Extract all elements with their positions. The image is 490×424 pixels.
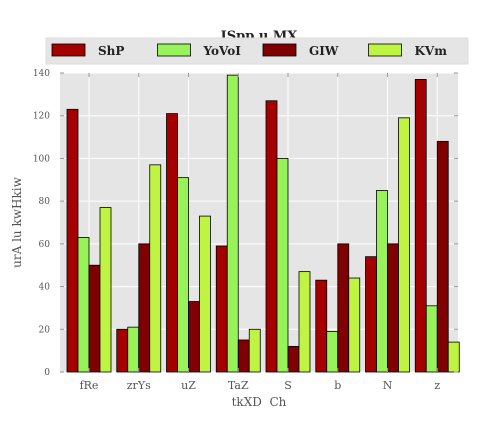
y-tick-label: 0: [44, 368, 50, 378]
legend-label: ShP: [98, 44, 124, 58]
bar-KVm-S: [299, 272, 310, 372]
bar-ShP-uZ: [167, 114, 178, 372]
legend-swatch-KVm: [369, 44, 402, 56]
bar-ShP-z: [415, 79, 426, 372]
x-tick-label: uZ: [181, 379, 196, 392]
y-tick-label: 100: [33, 154, 50, 164]
bar-YoVoI-fRe: [78, 237, 89, 372]
bar-GIW-z: [437, 141, 448, 372]
x-tick-label: fRe: [80, 379, 99, 392]
y-tick-label: 40: [39, 283, 51, 293]
bar-YoVoI-uZ: [178, 178, 189, 372]
bar-GIW-TaZ: [238, 340, 249, 372]
y-axis-label: urA lu kwHkiw: [10, 176, 24, 267]
bar-KVm-fRe: [100, 208, 111, 372]
x-tick-label: zrYs: [127, 379, 151, 392]
x-tick-label: z: [434, 379, 440, 392]
bar-ShP-b: [316, 280, 327, 372]
bar-GIW-fRe: [89, 265, 100, 372]
bar-GIW-b: [338, 244, 349, 372]
x-tick-label: TaZ: [228, 379, 249, 392]
y-tick-label: 20: [39, 325, 51, 335]
bar-ShP-N: [366, 257, 377, 372]
legend-swatch-GIW: [263, 44, 296, 56]
x-tick-label: b: [334, 379, 341, 392]
bar-YoVoI-TaZ: [227, 75, 238, 372]
bar-KVm-uZ: [200, 216, 211, 372]
bar-KVm-zrYs: [150, 165, 161, 372]
legend-swatch-YoVoI: [158, 44, 191, 56]
y-tick-label: 60: [39, 240, 51, 250]
bar-GIW-zrYs: [139, 244, 150, 372]
legend-label: KVm: [415, 44, 448, 58]
bar-YoVoI-b: [327, 331, 338, 372]
bar-YoVoI-N: [377, 190, 388, 372]
bar-KVm-TaZ: [249, 329, 260, 372]
x-axis-label: tkXD Ch: [232, 395, 287, 409]
legend-swatch-ShP: [52, 44, 85, 56]
x-tick-label: S: [284, 379, 292, 392]
y-tick-label: 80: [39, 197, 51, 207]
bar-GIW-uZ: [189, 302, 200, 372]
y-tick-label: 120: [33, 112, 50, 122]
bar-ShP-zrYs: [117, 329, 128, 372]
bar-GIW-S: [288, 346, 299, 372]
legend-label: GIW: [309, 44, 339, 58]
bar-ShP-fRe: [67, 109, 78, 372]
bar-ShP-TaZ: [216, 246, 227, 372]
bar-KVm-z: [448, 342, 459, 372]
bar-GIW-N: [388, 244, 399, 372]
bar-YoVoI-S: [277, 158, 288, 372]
bar-ShP-S: [266, 101, 277, 372]
bar-KVm-b: [349, 278, 360, 372]
bar-YoVoI-zrYs: [128, 327, 139, 372]
bar-YoVoI-z: [426, 306, 437, 372]
bar-KVm-N: [399, 118, 410, 372]
legend-label: YoVoI: [203, 44, 242, 58]
legend: ShP YoVoI GIW KVm: [46, 38, 468, 64]
y-tick-label: 140: [33, 69, 50, 79]
x-tick-label: N: [383, 379, 393, 392]
